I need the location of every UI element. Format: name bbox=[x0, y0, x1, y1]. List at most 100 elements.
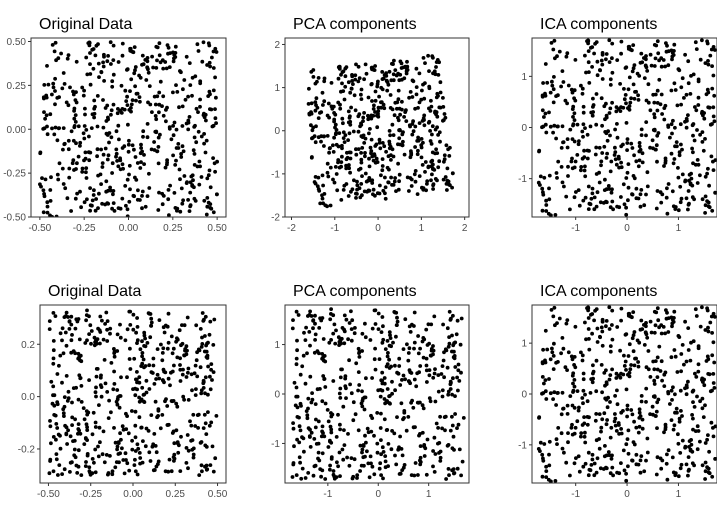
data-point bbox=[65, 56, 70, 61]
data-point bbox=[391, 340, 395, 345]
data-point bbox=[213, 46, 218, 51]
data-point bbox=[423, 61, 427, 65]
data-point bbox=[332, 111, 336, 115]
data-point bbox=[149, 147, 154, 152]
data-point bbox=[310, 391, 314, 395]
data-point bbox=[348, 382, 352, 387]
data-point bbox=[338, 427, 342, 432]
data-point bbox=[301, 353, 306, 358]
data-point bbox=[333, 341, 338, 346]
data-point bbox=[572, 118, 577, 122]
data-point bbox=[447, 473, 451, 477]
data-point bbox=[113, 440, 118, 445]
data-point bbox=[413, 169, 418, 173]
data-point bbox=[393, 388, 397, 393]
data-point bbox=[309, 70, 314, 74]
data-point bbox=[309, 314, 314, 318]
data-point bbox=[161, 94, 166, 99]
data-point bbox=[659, 64, 664, 69]
data-point bbox=[664, 195, 669, 200]
data-point bbox=[377, 94, 381, 99]
data-point bbox=[142, 153, 146, 157]
data-point bbox=[375, 411, 380, 415]
data-point bbox=[163, 165, 168, 170]
data-point bbox=[420, 430, 425, 435]
data-point bbox=[551, 130, 555, 135]
data-point bbox=[347, 166, 351, 171]
data-point bbox=[112, 351, 117, 355]
data-point bbox=[360, 389, 364, 394]
data-point bbox=[648, 145, 652, 150]
data-point bbox=[666, 63, 671, 68]
data-point bbox=[196, 412, 201, 417]
data-point bbox=[438, 455, 443, 460]
data-point bbox=[678, 466, 683, 471]
data-point bbox=[397, 356, 402, 361]
data-point bbox=[205, 356, 210, 360]
data-point bbox=[71, 89, 75, 94]
data-point bbox=[540, 452, 545, 457]
data-point bbox=[580, 86, 585, 91]
data-point bbox=[346, 109, 351, 114]
data-point bbox=[199, 134, 204, 139]
data-point bbox=[622, 202, 627, 207]
data-point bbox=[703, 441, 708, 445]
data-point bbox=[429, 98, 433, 103]
data-point bbox=[608, 344, 613, 348]
data-point bbox=[564, 54, 569, 59]
data-point bbox=[337, 343, 341, 347]
data-point bbox=[602, 411, 607, 416]
data-point bbox=[455, 466, 460, 471]
data-point bbox=[636, 462, 641, 467]
data-point bbox=[339, 367, 343, 372]
data-point bbox=[397, 127, 402, 132]
data-point bbox=[600, 329, 605, 334]
data-point bbox=[320, 196, 325, 201]
data-point bbox=[153, 102, 158, 107]
data-point bbox=[710, 388, 714, 393]
data-point bbox=[583, 461, 588, 466]
data-point bbox=[177, 328, 182, 333]
data-point bbox=[78, 189, 82, 194]
data-point bbox=[121, 458, 126, 462]
data-point bbox=[137, 399, 142, 404]
data-point bbox=[537, 149, 541, 154]
data-point bbox=[629, 96, 633, 101]
data-point bbox=[369, 461, 373, 466]
data-point bbox=[626, 87, 631, 92]
data-point bbox=[630, 315, 634, 320]
data-point bbox=[205, 204, 210, 209]
data-point bbox=[181, 394, 186, 399]
data-point bbox=[630, 336, 635, 341]
data-point bbox=[342, 341, 347, 346]
data-point bbox=[430, 124, 435, 129]
data-point bbox=[337, 67, 342, 71]
data-point bbox=[603, 444, 607, 448]
data-point bbox=[576, 454, 581, 459]
data-point bbox=[583, 164, 587, 169]
data-point bbox=[365, 426, 370, 431]
data-point bbox=[56, 126, 61, 131]
data-point bbox=[308, 309, 312, 314]
data-point bbox=[427, 396, 432, 400]
data-point bbox=[319, 139, 323, 144]
data-point bbox=[592, 51, 596, 56]
data-point bbox=[432, 371, 437, 376]
data-point bbox=[305, 416, 310, 421]
data-point bbox=[84, 460, 88, 464]
data-point bbox=[606, 450, 611, 454]
data-point bbox=[303, 476, 308, 480]
data-point bbox=[138, 99, 142, 104]
data-point bbox=[412, 425, 416, 430]
data-point bbox=[615, 135, 620, 140]
data-point bbox=[613, 423, 618, 428]
data-point bbox=[135, 472, 140, 477]
data-point bbox=[172, 56, 176, 61]
data-point bbox=[696, 429, 701, 433]
data-point bbox=[410, 132, 415, 137]
y-tick-label: 0 bbox=[274, 390, 280, 401]
data-point bbox=[310, 397, 315, 402]
data-point bbox=[83, 112, 87, 117]
data-point bbox=[433, 399, 438, 404]
data-point bbox=[664, 308, 668, 312]
